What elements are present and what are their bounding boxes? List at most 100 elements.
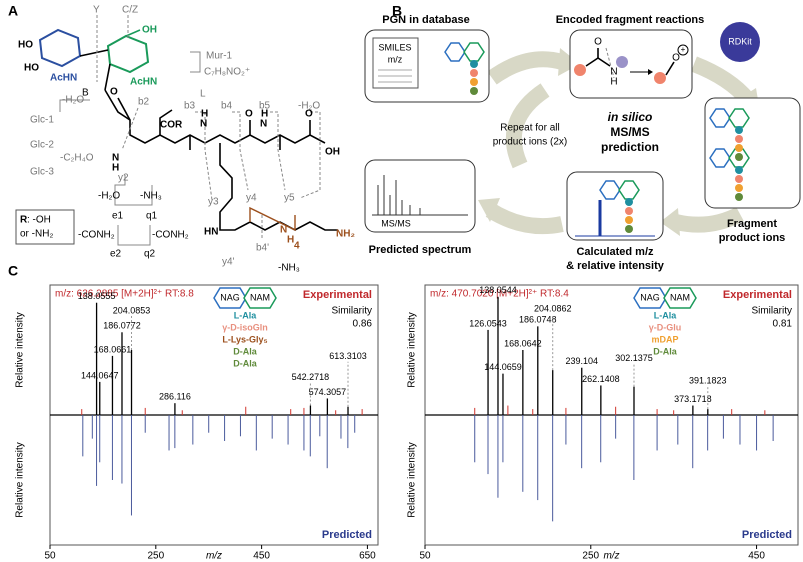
label: q2 (144, 249, 156, 260)
box-title: & relative intensity (566, 260, 665, 272)
label: -NH₃ (278, 263, 300, 274)
nag-ring (38, 28, 82, 68)
bond (585, 57, 599, 67)
label: e1 (112, 211, 124, 222)
label: O (245, 109, 253, 120)
cleavage (195, 111, 213, 201)
label: e2 (110, 249, 122, 260)
precursor-header: m/z: 470.7020 [M+2H]²⁺ RT:8.4 (430, 289, 569, 300)
label: b4' (256, 243, 269, 254)
box-title: product ions (719, 232, 786, 244)
label: H (287, 235, 294, 246)
center-text: prediction (601, 140, 659, 154)
box (704, 97, 801, 209)
label: y2 (118, 173, 129, 184)
label: m/z (388, 54, 403, 64)
label: y3 (208, 197, 219, 208)
label: HO (18, 40, 33, 51)
stem-residue: D-Ala (233, 358, 257, 368)
label: Glc-2 (30, 140, 54, 151)
residue-dot (625, 225, 633, 233)
label: AcHN (50, 73, 77, 84)
glu-side (159, 109, 173, 135)
peak-label: 373.1718 (674, 394, 712, 404)
atom-label: O (594, 37, 602, 48)
label: Y (93, 5, 100, 16)
label: N (280, 225, 287, 236)
similarity-label: Similarity (751, 306, 792, 317)
label: y4' (222, 257, 235, 268)
repeat-text: Repeat for all (500, 123, 559, 134)
peak-label: 302.1375 (615, 353, 653, 363)
label: H (201, 109, 208, 120)
box-title: Fragment (727, 218, 777, 230)
glycan-hexagon (663, 287, 697, 309)
label: HN (204, 227, 218, 238)
label: -H₂O (62, 95, 84, 106)
peak-label: 138.0555 (78, 291, 116, 301)
glycan-hexagon (463, 42, 485, 62)
arrowhead (660, 208, 680, 236)
atom (574, 64, 586, 76)
label: C/Z (122, 5, 138, 16)
label: R (20, 215, 28, 226)
spectrum-panel: 50 250 450 m/z Relative intensity Relative in… (407, 284, 799, 562)
glycan-hexagon (618, 180, 640, 200)
label: B (82, 88, 89, 99)
label: N (200, 119, 207, 130)
glycan-label: NAG (220, 292, 240, 302)
stem-residue: mDAP (651, 334, 678, 344)
residue-dot (735, 175, 743, 183)
box-title: Predicted spectrum (369, 244, 472, 256)
cleavage (121, 107, 139, 151)
x-tick-label: 450 (253, 551, 270, 562)
stem-residue: L-Lys-Gly₅ (222, 334, 267, 344)
peak-label: 144.0659 (484, 362, 522, 372)
x-axis-label: m/z (603, 551, 619, 562)
residue-dot (470, 60, 478, 68)
box-title: PGN in database (382, 14, 469, 26)
label: -H₂O (298, 101, 320, 112)
peak-label: 574.3057 (309, 387, 347, 397)
label: AcHN (130, 77, 157, 88)
residue-dot (470, 87, 478, 95)
residue-dot (470, 78, 478, 86)
box (364, 159, 476, 233)
peak-label: 391.1823 (689, 375, 727, 385)
atom-label: N (610, 67, 617, 78)
label: L (200, 89, 206, 100)
panel-label: B (392, 3, 402, 19)
tree (114, 175, 153, 206)
residue-dot (735, 184, 743, 192)
peak-label: 186.0772 (103, 321, 141, 331)
atom (654, 72, 666, 84)
x-tick-label: 250 (147, 551, 164, 562)
bond (597, 57, 611, 67)
label: b3 (184, 101, 196, 112)
label: O (305, 109, 313, 120)
glycan-hexagon (243, 287, 277, 309)
doc-icon (372, 37, 419, 89)
label: Glc-3 (30, 167, 54, 178)
label: b5 (259, 101, 271, 112)
residue-dot (735, 153, 743, 161)
x-tick-label: 250 (582, 551, 599, 562)
y-axis-label: Relative intensity (15, 312, 26, 388)
glycine-carbonyl (249, 206, 296, 232)
label: HO (24, 63, 39, 74)
label: OH (142, 25, 157, 36)
spectrum-icon (377, 175, 421, 215)
similarity-value: 0.81 (773, 319, 793, 330)
box-title: Encoded fragment reactions (556, 14, 705, 26)
label: N (260, 119, 267, 130)
stem-residue: γ-D-Glu (649, 322, 682, 332)
atom-label: H (610, 77, 617, 88)
cleavage (605, 47, 615, 79)
peak-label: 126.0543 (469, 318, 507, 328)
label: -CONH₂ (78, 230, 115, 241)
x-tick-label: 50 (44, 551, 56, 562)
residue-dot (625, 198, 633, 206)
bracket (59, 99, 90, 112)
cleavage (232, 111, 249, 191)
label: -NH₃ (140, 191, 162, 202)
